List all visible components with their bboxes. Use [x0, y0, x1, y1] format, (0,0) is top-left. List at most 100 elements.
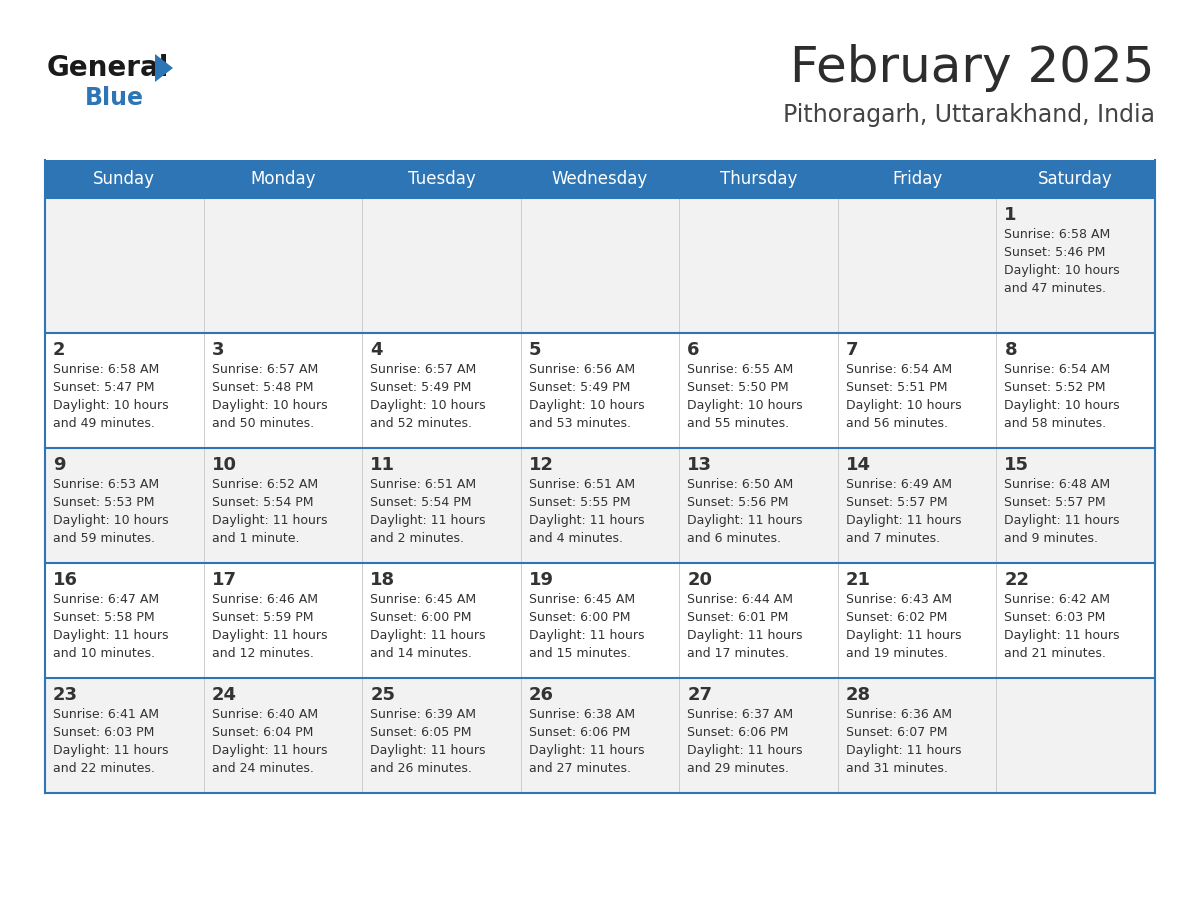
- Text: Monday: Monday: [251, 170, 316, 188]
- Text: 12: 12: [529, 456, 554, 474]
- Text: 17: 17: [211, 571, 236, 589]
- Text: Sunrise: 6:36 AM: Sunrise: 6:36 AM: [846, 708, 952, 721]
- Text: Sunset: 6:03 PM: Sunset: 6:03 PM: [53, 726, 154, 739]
- Text: Sunset: 6:01 PM: Sunset: 6:01 PM: [688, 611, 789, 624]
- Bar: [680, 160, 838, 198]
- Text: Daylight: 10 hours: Daylight: 10 hours: [211, 399, 327, 412]
- Text: and 7 minutes.: and 7 minutes.: [846, 532, 940, 545]
- Text: Sunset: 5:57 PM: Sunset: 5:57 PM: [846, 496, 948, 509]
- Text: Sunset: 5:54 PM: Sunset: 5:54 PM: [211, 496, 314, 509]
- Text: February 2025: February 2025: [790, 44, 1155, 92]
- Bar: [45, 333, 1155, 448]
- Bar: [997, 160, 1155, 198]
- Text: and 21 minutes.: and 21 minutes.: [1004, 647, 1106, 660]
- Text: Sunset: 5:53 PM: Sunset: 5:53 PM: [53, 496, 154, 509]
- Text: Sunset: 5:46 PM: Sunset: 5:46 PM: [1004, 246, 1106, 259]
- Text: Daylight: 11 hours: Daylight: 11 hours: [53, 744, 169, 757]
- Text: Sunset: 5:55 PM: Sunset: 5:55 PM: [529, 496, 631, 509]
- Text: Daylight: 11 hours: Daylight: 11 hours: [211, 629, 327, 642]
- Text: Sunrise: 6:51 AM: Sunrise: 6:51 AM: [529, 478, 634, 491]
- Text: Daylight: 10 hours: Daylight: 10 hours: [371, 399, 486, 412]
- Text: 27: 27: [688, 686, 713, 704]
- Text: 18: 18: [371, 571, 396, 589]
- Text: Sunrise: 6:49 AM: Sunrise: 6:49 AM: [846, 478, 952, 491]
- Text: Pithoragarh, Uttarakhand, India: Pithoragarh, Uttarakhand, India: [783, 103, 1155, 127]
- Bar: [45, 160, 203, 198]
- Text: and 17 minutes.: and 17 minutes.: [688, 647, 789, 660]
- Text: 5: 5: [529, 341, 542, 359]
- Text: and 22 minutes.: and 22 minutes.: [53, 762, 154, 775]
- Text: Daylight: 10 hours: Daylight: 10 hours: [688, 399, 803, 412]
- Text: Sunset: 5:49 PM: Sunset: 5:49 PM: [529, 381, 630, 394]
- Text: and 4 minutes.: and 4 minutes.: [529, 532, 623, 545]
- Text: 20: 20: [688, 571, 713, 589]
- Text: Sunset: 6:04 PM: Sunset: 6:04 PM: [211, 726, 312, 739]
- Text: Sunset: 5:51 PM: Sunset: 5:51 PM: [846, 381, 947, 394]
- Text: and 15 minutes.: and 15 minutes.: [529, 647, 631, 660]
- Text: Sunrise: 6:50 AM: Sunrise: 6:50 AM: [688, 478, 794, 491]
- Text: Daylight: 11 hours: Daylight: 11 hours: [846, 629, 961, 642]
- Text: Sunrise: 6:54 AM: Sunrise: 6:54 AM: [1004, 363, 1111, 376]
- Text: Daylight: 10 hours: Daylight: 10 hours: [1004, 399, 1120, 412]
- Text: Sunrise: 6:37 AM: Sunrise: 6:37 AM: [688, 708, 794, 721]
- Text: Sunrise: 6:45 AM: Sunrise: 6:45 AM: [529, 593, 634, 606]
- Text: 23: 23: [53, 686, 78, 704]
- Text: and 27 minutes.: and 27 minutes.: [529, 762, 631, 775]
- Bar: [520, 160, 680, 198]
- Text: and 59 minutes.: and 59 minutes.: [53, 532, 154, 545]
- Bar: [45, 198, 1155, 333]
- Bar: [45, 448, 1155, 563]
- Text: Daylight: 11 hours: Daylight: 11 hours: [1004, 514, 1120, 527]
- Text: Daylight: 11 hours: Daylight: 11 hours: [846, 514, 961, 527]
- Text: 19: 19: [529, 571, 554, 589]
- Text: and 6 minutes.: and 6 minutes.: [688, 532, 782, 545]
- Bar: [362, 160, 520, 198]
- Text: and 24 minutes.: and 24 minutes.: [211, 762, 314, 775]
- Text: 14: 14: [846, 456, 871, 474]
- Text: 10: 10: [211, 456, 236, 474]
- Text: and 53 minutes.: and 53 minutes.: [529, 417, 631, 430]
- Text: and 9 minutes.: and 9 minutes.: [1004, 532, 1099, 545]
- Text: Tuesday: Tuesday: [407, 170, 475, 188]
- Text: 25: 25: [371, 686, 396, 704]
- Text: Daylight: 11 hours: Daylight: 11 hours: [688, 744, 803, 757]
- Text: and 2 minutes.: and 2 minutes.: [371, 532, 465, 545]
- Text: Sunset: 6:00 PM: Sunset: 6:00 PM: [529, 611, 630, 624]
- Text: Sunrise: 6:54 AM: Sunrise: 6:54 AM: [846, 363, 952, 376]
- Text: Sunrise: 6:57 AM: Sunrise: 6:57 AM: [371, 363, 476, 376]
- Bar: [838, 160, 997, 198]
- Text: Sunday: Sunday: [94, 170, 156, 188]
- Text: Sunrise: 6:58 AM: Sunrise: 6:58 AM: [1004, 228, 1111, 241]
- Text: and 49 minutes.: and 49 minutes.: [53, 417, 154, 430]
- Text: General: General: [48, 54, 170, 82]
- Text: Daylight: 11 hours: Daylight: 11 hours: [688, 514, 803, 527]
- Text: Blue: Blue: [86, 86, 144, 110]
- Text: Daylight: 11 hours: Daylight: 11 hours: [211, 514, 327, 527]
- Text: and 12 minutes.: and 12 minutes.: [211, 647, 314, 660]
- Text: 3: 3: [211, 341, 225, 359]
- Text: Daylight: 11 hours: Daylight: 11 hours: [371, 514, 486, 527]
- Text: and 19 minutes.: and 19 minutes.: [846, 647, 948, 660]
- Text: Sunset: 6:06 PM: Sunset: 6:06 PM: [688, 726, 789, 739]
- Text: Sunset: 6:03 PM: Sunset: 6:03 PM: [1004, 611, 1106, 624]
- Text: and 31 minutes.: and 31 minutes.: [846, 762, 948, 775]
- Text: and 10 minutes.: and 10 minutes.: [53, 647, 154, 660]
- Text: Sunrise: 6:53 AM: Sunrise: 6:53 AM: [53, 478, 159, 491]
- Text: 8: 8: [1004, 341, 1017, 359]
- Text: Sunset: 5:54 PM: Sunset: 5:54 PM: [371, 496, 472, 509]
- Text: Sunrise: 6:58 AM: Sunrise: 6:58 AM: [53, 363, 159, 376]
- Text: 7: 7: [846, 341, 859, 359]
- Text: Daylight: 11 hours: Daylight: 11 hours: [529, 744, 644, 757]
- Text: 11: 11: [371, 456, 396, 474]
- Text: Daylight: 11 hours: Daylight: 11 hours: [371, 629, 486, 642]
- Text: Sunrise: 6:40 AM: Sunrise: 6:40 AM: [211, 708, 317, 721]
- Text: 4: 4: [371, 341, 383, 359]
- Text: and 52 minutes.: and 52 minutes.: [371, 417, 472, 430]
- Text: Sunrise: 6:51 AM: Sunrise: 6:51 AM: [371, 478, 476, 491]
- Text: Sunset: 5:48 PM: Sunset: 5:48 PM: [211, 381, 314, 394]
- Text: 22: 22: [1004, 571, 1030, 589]
- Text: Daylight: 10 hours: Daylight: 10 hours: [846, 399, 961, 412]
- Text: Sunset: 6:05 PM: Sunset: 6:05 PM: [371, 726, 472, 739]
- Text: Sunrise: 6:39 AM: Sunrise: 6:39 AM: [371, 708, 476, 721]
- Text: Sunset: 5:58 PM: Sunset: 5:58 PM: [53, 611, 154, 624]
